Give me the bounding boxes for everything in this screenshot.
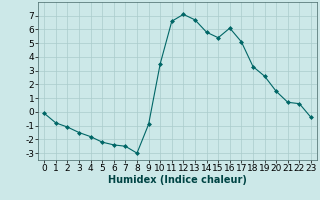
X-axis label: Humidex (Indice chaleur): Humidex (Indice chaleur) (108, 175, 247, 185)
